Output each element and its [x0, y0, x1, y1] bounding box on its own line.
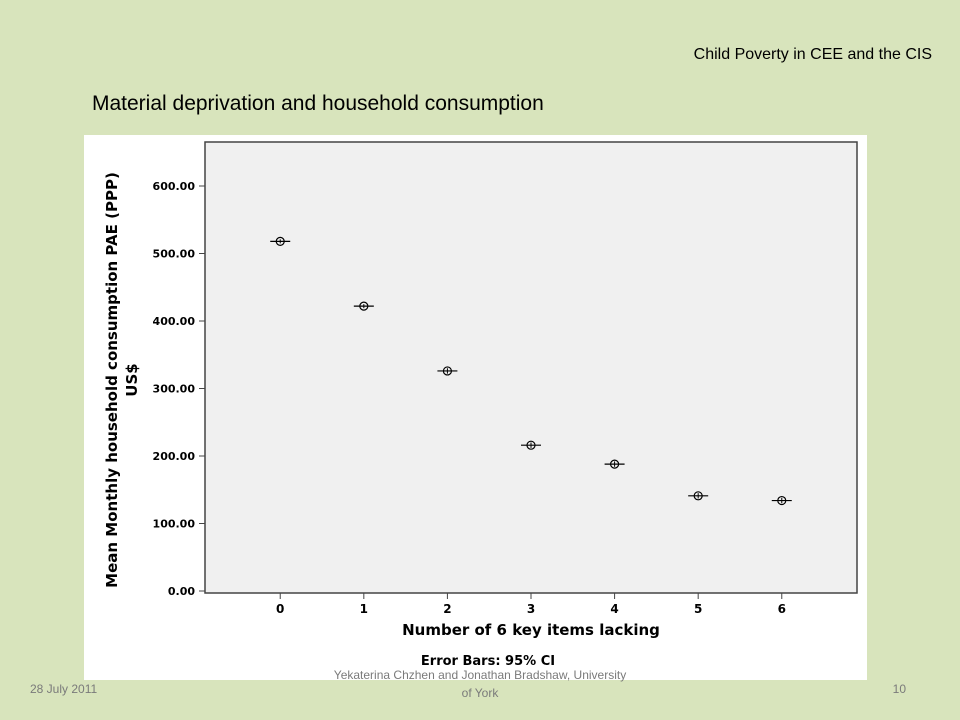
y-tick-label: 300.00: [153, 383, 196, 396]
x-tick-label: 4: [610, 602, 618, 616]
y-tick-label: 0.00: [168, 585, 195, 598]
mean-point: [777, 495, 787, 506]
chart: 0.00100.00200.00300.00400.00500.00600.00…: [103, 141, 858, 669]
mean-point: [442, 366, 453, 376]
y-axis-label-line1: Mean Monthly household consumption PAE (…: [103, 172, 121, 588]
page-number: 10: [892, 682, 906, 696]
y-tick-label: 600.00: [153, 180, 196, 193]
chart-panel: 0.00 100.00 200.00 300.00 400.00 500.00 600.00…: [84, 135, 867, 680]
x-tick-label: 3: [527, 602, 535, 616]
x-tick-label: 5: [694, 602, 702, 616]
footer-authors-line1: Yekaterina Chzhen and Jonathan Bradshaw,…: [333, 668, 627, 682]
x-tick-label: 1: [360, 602, 368, 616]
y-tick-label: 500.00: [153, 248, 196, 261]
y-axis-label-line2: US$: [123, 363, 141, 396]
x-axis: 0 1 2 3 4 5 6: [276, 593, 786, 616]
y-axis: 0.00 100.00 200.00 300.00 400.00 500.00 600.00: [153, 180, 205, 598]
y-tick-label: 100.00: [153, 518, 196, 531]
presentation-title: Child Poverty in CEE and the CIS: [693, 46, 932, 63]
data-points: [270, 236, 792, 506]
mean-point: [609, 459, 620, 469]
slide-title: Material deprivation and household consu…: [92, 92, 544, 115]
mean-point: [275, 236, 285, 246]
mean-point: [359, 301, 369, 311]
footer-authors: Yekaterina Chzhen and Jonathan Bradshaw,…: [330, 666, 630, 702]
mean-point: [526, 440, 536, 450]
mean-point: [693, 491, 703, 501]
footer-authors-line2: of York: [461, 686, 499, 700]
x-tick-label: 0: [276, 602, 284, 616]
x-tick-label: 2: [443, 602, 451, 616]
error-bars-note: Error Bars: 95% CI: [421, 654, 555, 669]
x-tick-label: 6: [778, 602, 786, 616]
y-tick-label: 400.00: [153, 315, 196, 328]
footer-date: 28 July 2011: [30, 682, 98, 696]
y-tick-label: 200.00: [153, 450, 196, 463]
plot-area: [204, 141, 858, 594]
x-axis-label: Number of 6 key items lacking: [402, 621, 660, 639]
